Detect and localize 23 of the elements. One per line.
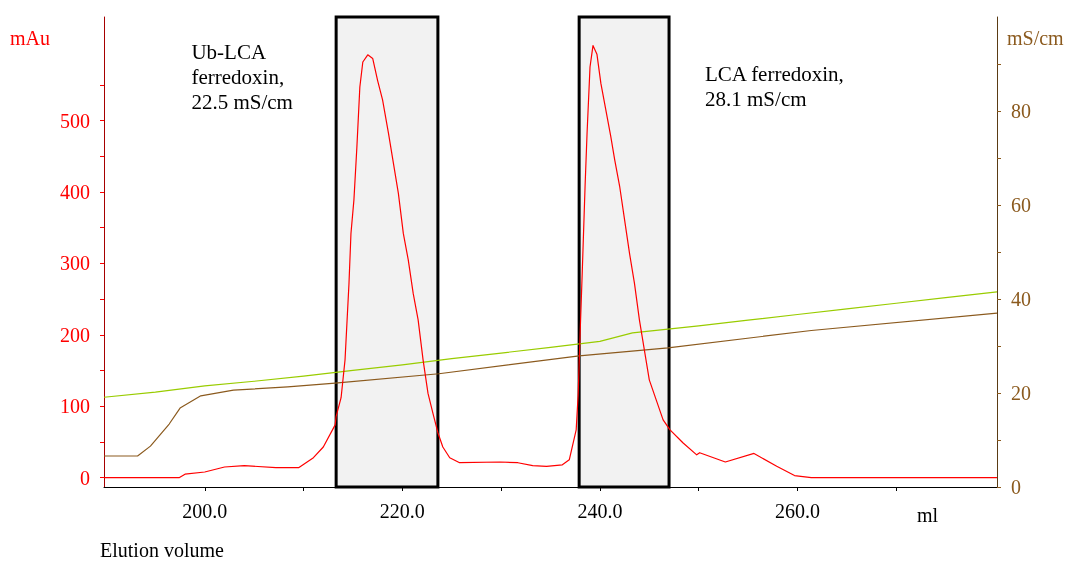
y2-tick-label: 60 [1011,194,1031,216]
band-label: Ub-LCA ferredoxin, 22.5 mS/cm [191,39,293,114]
y2-tick-label: 0 [1011,476,1021,498]
y2-tick-label: 80 [1011,100,1031,122]
text: ml [917,504,939,526]
x-axis-title: Elution volume [100,539,224,561]
band-label: LCA ferredoxin, 28.1 mS/cm [705,61,850,111]
y-axis-title: mAu [10,27,50,49]
y-tick-label: 400 [60,181,90,203]
line-series [103,312,998,457]
y-tick-label: 0 [80,466,90,489]
x-tick-label: 220.0 [379,500,425,522]
y2-tick-label: 40 [1011,288,1031,310]
y-tick-label: 300 [60,252,90,275]
x-tick-label: 240.0 [577,500,623,522]
x-tick-label: 200.0 [182,500,228,522]
y-tick-label: 500 [60,109,90,132]
y-tick-label: 200 [60,323,90,346]
y2-tick-label: 20 [1011,382,1031,404]
line-series [103,291,998,398]
y-tick-label: 100 [60,395,90,418]
x-tick-label: 260.0 [774,500,820,522]
y2-axis-title: mS/cm [1007,27,1065,49]
